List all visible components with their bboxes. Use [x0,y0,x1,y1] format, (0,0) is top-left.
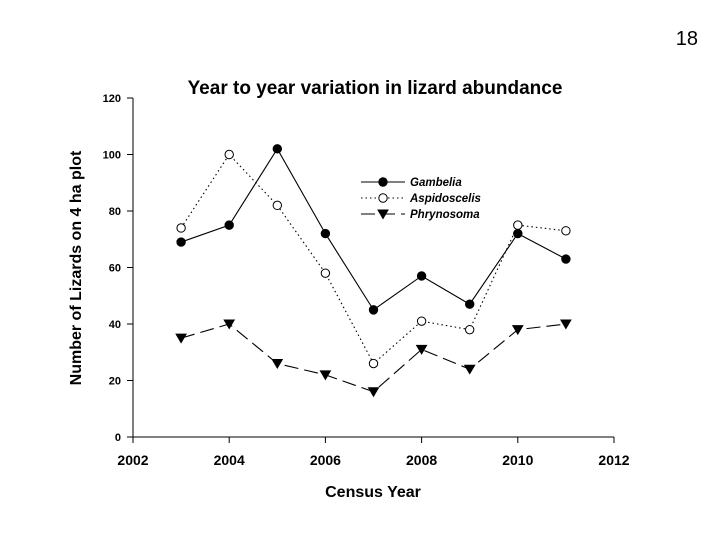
x-tick-label: 2002 [117,452,148,468]
data-point-phrynosoma [271,359,284,370]
y-tick-label: 0 [115,432,121,444]
data-point-phrynosoma [319,370,332,381]
data-point-aspidoscelis [272,200,282,211]
legend-label-phrynosoma: Phrynosoma [410,209,480,221]
data-point-aspidoscelis [416,316,427,326]
y-tick-label: 40 [109,319,121,331]
x-tick-label: 2012 [598,452,629,468]
data-point-phrynosoma [415,344,428,355]
chart-title: Year to year variation in lizard abundan… [188,78,563,99]
y-tick-label: 80 [109,206,121,218]
data-point-aspidoscelis [465,324,475,335]
axes [132,98,614,438]
series-line-gambelia [180,147,567,311]
legend-marker-gambelia [378,177,388,187]
data-point-aspidoscelis [561,226,571,236]
x-axis-title: Census Year [325,484,421,501]
legend-marker-aspidoscelis [378,193,388,203]
data-point-gambelia [368,305,379,315]
data-point-phrynosoma [367,387,380,398]
data-point-aspidoscelis [224,149,234,160]
data-point-aspidoscelis [176,223,186,233]
data-point-gambelia [416,271,427,281]
data-point-phrynosoma [560,319,572,330]
y-tick-label: 100 [103,150,121,162]
legend-label-aspidoscelis: Aspidoscelis [409,193,481,205]
y-tick-label: 120 [103,93,121,105]
data-point-aspidoscelis [320,268,331,278]
y-axis-title: Number of Lizards on 4 ha plot [68,150,85,385]
data-point-gambelia [320,228,331,239]
slide-number: 18 [675,28,698,50]
data-point-aspidoscelis [513,220,523,230]
x-tick-label: 2004 [214,452,245,468]
data-point-phrynosoma [463,364,476,375]
data-point-aspidoscelis [368,358,379,369]
data-point-gambelia [561,254,571,264]
data-point-gambelia [224,220,234,230]
series-line-phrynosoma [180,323,566,393]
y-tick-label: 20 [109,376,121,388]
data-point-gambelia [513,228,523,239]
ticks: 0 20 40 60 80 100 120 2002 2004 2006 2008 2010 2012 [103,93,630,468]
data-point-phrynosoma [511,325,524,336]
data-point-gambelia [176,237,186,247]
data-point-gambelia [272,144,282,154]
data-point-gambelia [465,299,475,309]
data-point-phrynosoma [223,319,236,330]
legend-marker-phrynosoma [377,209,389,220]
x-tick-label: 2010 [502,452,533,468]
legend-label-gambelia: Gambelia [410,177,462,189]
series-lines [180,147,567,393]
x-tick-label: 2008 [406,452,437,468]
legend: Gambelia Aspidoscelis Phrynosoma [361,177,481,221]
y-tick-label: 60 [109,263,121,275]
x-tick-label: 2006 [310,452,341,468]
data-point-phrynosoma [175,333,187,344]
markers [175,144,572,398]
